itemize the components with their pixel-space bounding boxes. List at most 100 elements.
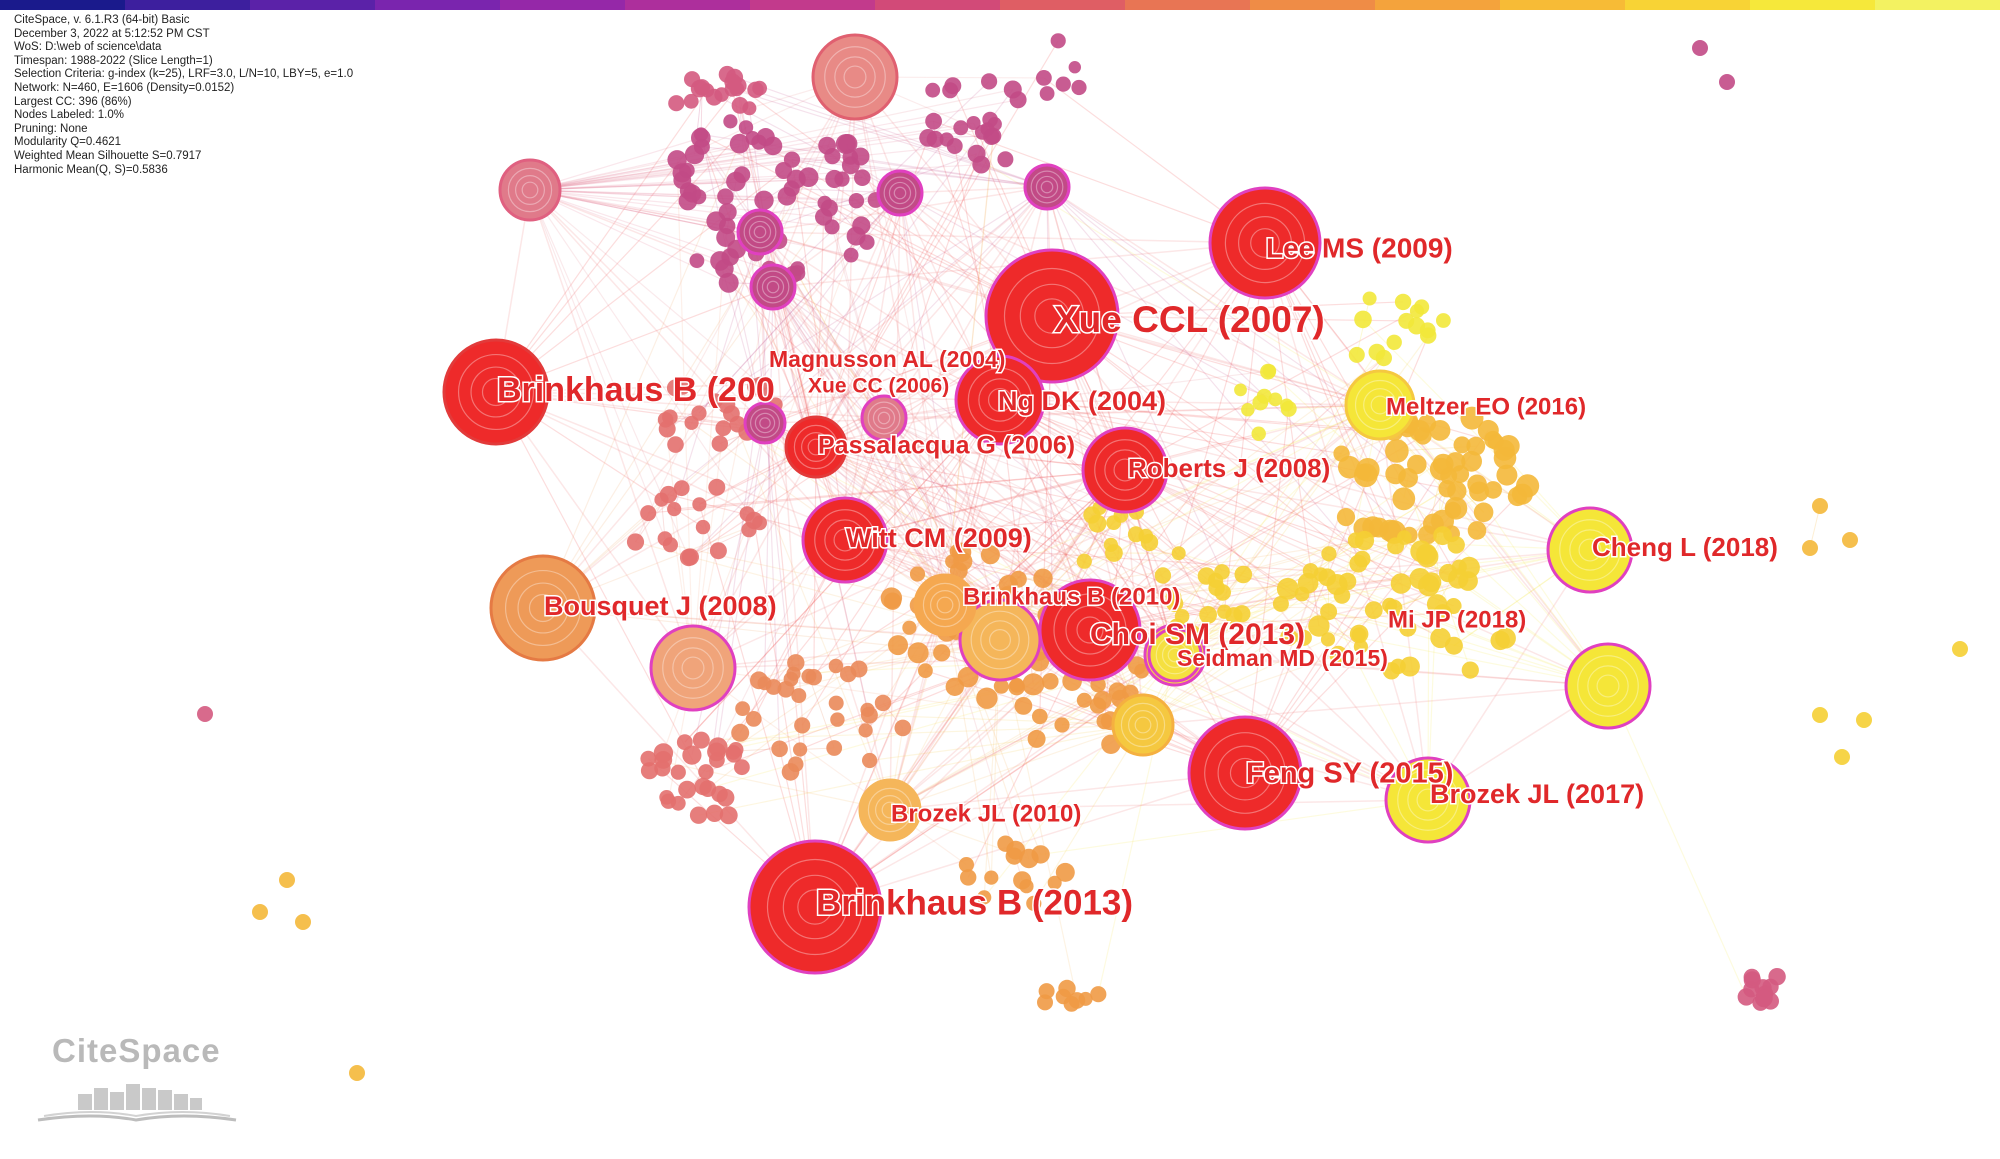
network-node[interactable] xyxy=(682,745,702,765)
network-node[interactable] xyxy=(729,133,750,154)
network-node[interactable] xyxy=(1054,717,1070,733)
network-node[interactable] xyxy=(1019,848,1039,869)
hub-node-body[interactable] xyxy=(1564,642,1652,730)
network-node[interactable] xyxy=(1467,474,1487,495)
network-node[interactable] xyxy=(1234,383,1247,397)
hub-node[interactable] xyxy=(1564,642,1652,730)
network-node[interactable] xyxy=(1050,33,1066,49)
hub-node[interactable] xyxy=(1023,163,1071,211)
network-node[interactable] xyxy=(1068,60,1082,74)
hub-node-body[interactable] xyxy=(1023,163,1071,211)
node-label[interactable]: Roberts J (2008) xyxy=(1127,451,1332,484)
network-node[interactable] xyxy=(1127,526,1144,543)
network-node[interactable] xyxy=(1354,310,1372,329)
network-node[interactable] xyxy=(670,764,686,780)
network-node[interactable] xyxy=(1014,697,1033,715)
network-node[interactable] xyxy=(1409,568,1431,590)
network-node[interactable] xyxy=(858,723,873,738)
network-node[interactable] xyxy=(689,806,708,824)
network-node[interactable] xyxy=(1256,388,1272,404)
network-node[interactable] xyxy=(752,376,768,392)
network-node[interactable] xyxy=(1516,474,1540,498)
network-node[interactable] xyxy=(1333,587,1351,604)
network-node[interactable] xyxy=(888,635,908,656)
network-node[interactable] xyxy=(1419,322,1436,339)
network-node[interactable] xyxy=(953,120,969,136)
network-node[interactable] xyxy=(966,116,981,130)
node-label[interactable]: Xue CC (2006) xyxy=(807,373,951,399)
network-node[interactable] xyxy=(691,128,711,148)
hub-node[interactable] xyxy=(498,158,562,222)
network-node[interactable] xyxy=(1436,313,1451,328)
network-node[interactable] xyxy=(667,436,684,453)
network-node[interactable] xyxy=(1438,480,1456,498)
network-node[interactable] xyxy=(1003,80,1022,99)
network-node[interactable] xyxy=(1444,497,1468,520)
network-node[interactable] xyxy=(673,480,690,497)
network-node[interactable] xyxy=(907,642,929,664)
hub-node-body[interactable] xyxy=(811,33,899,121)
network-node[interactable] xyxy=(667,502,682,517)
network-node[interactable] xyxy=(830,712,845,727)
hub-node[interactable] xyxy=(649,624,737,712)
node-label[interactable]: Feng SY (2015) xyxy=(1245,756,1455,791)
network-node[interactable] xyxy=(708,737,728,757)
hub-node-body[interactable] xyxy=(876,169,924,217)
network-node[interactable] xyxy=(984,870,999,885)
node-label[interactable]: Witt CM (2009) xyxy=(845,522,1034,555)
network-node[interactable] xyxy=(1058,979,1076,998)
network-node[interactable] xyxy=(1320,603,1338,621)
network-node[interactable] xyxy=(640,750,657,767)
hub-node-body[interactable] xyxy=(1147,627,1203,683)
network-node[interactable] xyxy=(715,420,732,437)
network-node[interactable] xyxy=(684,144,705,165)
network-node[interactable] xyxy=(1392,487,1416,511)
node-label[interactable]: Cheng L (2018) xyxy=(1591,530,1780,563)
node-label[interactable]: Lee MS (2009) xyxy=(1265,231,1455,265)
hub-node-body[interactable] xyxy=(1384,756,1472,844)
hub-node[interactable] xyxy=(860,394,908,442)
network-node[interactable] xyxy=(1329,645,1348,664)
network-node[interactable] xyxy=(1166,595,1184,612)
hub-node[interactable] xyxy=(1081,426,1169,514)
network-node[interactable] xyxy=(708,478,726,496)
hub-node-body[interactable] xyxy=(747,839,883,975)
hub-node[interactable] xyxy=(811,33,899,121)
network-node[interactable] xyxy=(197,706,213,722)
hub-node-body[interactable] xyxy=(442,338,550,446)
network-node[interactable] xyxy=(723,114,738,129)
network-node[interactable] xyxy=(828,695,844,711)
network-node[interactable] xyxy=(982,111,998,128)
network-node[interactable] xyxy=(944,77,962,95)
network-node[interactable] xyxy=(860,706,878,724)
network-node[interactable] xyxy=(763,136,783,156)
network-node[interactable] xyxy=(1390,658,1406,675)
network-node[interactable] xyxy=(695,519,711,535)
network-node[interactable] xyxy=(1272,595,1289,612)
hub-node[interactable] xyxy=(1111,693,1175,757)
network-node[interactable] xyxy=(670,795,686,811)
hub-node[interactable] xyxy=(442,338,550,446)
node-label[interactable]: Brozek JL (2010) xyxy=(890,799,1083,829)
network-node[interactable] xyxy=(1038,983,1055,1000)
network-node[interactable] xyxy=(835,134,856,154)
network-node[interactable] xyxy=(1460,406,1484,430)
network-node[interactable] xyxy=(1692,40,1708,56)
hub-node-body[interactable] xyxy=(913,573,977,637)
network-node[interactable] xyxy=(1262,364,1277,378)
network-node[interactable] xyxy=(1055,862,1075,882)
network-node[interactable] xyxy=(880,587,903,609)
network-node[interactable] xyxy=(683,93,699,109)
hub-node-body[interactable] xyxy=(860,394,908,442)
node-label[interactable]: Meltzer EO (2016) xyxy=(1385,392,1588,422)
network-node[interactable] xyxy=(626,533,645,551)
network-node[interactable] xyxy=(1295,629,1312,646)
hub-node[interactable] xyxy=(954,354,1046,446)
network-node[interactable] xyxy=(1197,567,1216,585)
network-node[interactable] xyxy=(777,681,795,698)
network-node[interactable] xyxy=(1399,619,1417,637)
network-node[interactable] xyxy=(640,762,659,780)
hub-node-body[interactable] xyxy=(1546,506,1634,594)
hub-node-body[interactable] xyxy=(984,248,1120,384)
hub-node[interactable] xyxy=(749,263,797,311)
